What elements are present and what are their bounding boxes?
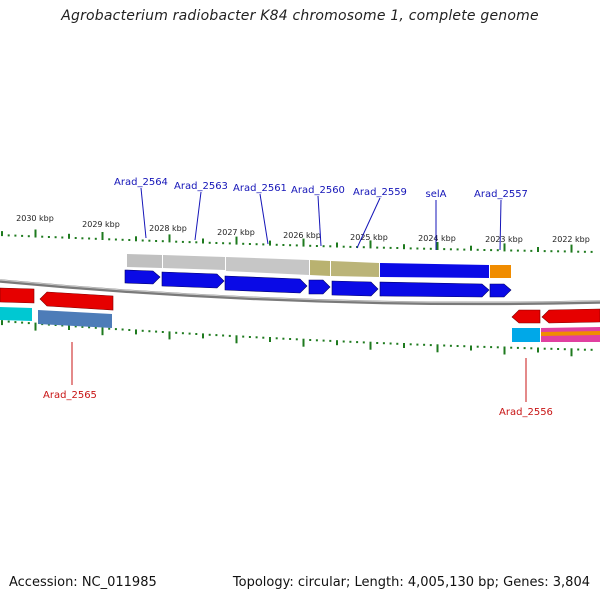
- scale-label-2029: 2029 kbp: [82, 220, 120, 229]
- gene-label-sela: selA: [426, 189, 447, 200]
- gene-arrow-arad-2556: [511, 309, 541, 324]
- gene-arrow-sela: [379, 281, 490, 298]
- gene-arrow-arad-2561: [224, 275, 308, 294]
- map-title: Agrobacterium radiobacter K84 chromosome…: [61, 8, 539, 24]
- cog-segment: [38, 310, 112, 328]
- gene-arrow-reverse: [0, 287, 35, 304]
- gene-arrow-arad-2557: [489, 283, 512, 298]
- cog-segment: [490, 265, 511, 278]
- cog-segment: [127, 254, 162, 268]
- cog-segment: [226, 257, 309, 275]
- lower-leader-lines: [71, 342, 527, 402]
- lower-right-genes: [511, 308, 600, 342]
- scale-label-2028: 2028 kbp: [149, 224, 187, 233]
- scale-labels: 2030 kbp 2029 kbp 2028 kbp 2027 kbp 2026…: [16, 214, 590, 244]
- genome-backbone: [0, 279, 600, 306]
- scale-label-2024: 2024 kbp: [418, 234, 456, 243]
- cog-segment: [512, 328, 540, 342]
- cog-segment: [163, 255, 225, 270]
- gene-arrow-arad-2560: [308, 279, 331, 295]
- gene-label-arad-2556: Arad_2556: [499, 407, 553, 418]
- accession-text: Accession: NC_011985: [9, 575, 157, 590]
- gene-label-arad-2559: Arad_2559: [353, 187, 407, 198]
- gene-arrow-arad-2564: [124, 269, 161, 285]
- scale-label-2023: 2023 kbp: [485, 235, 523, 244]
- lower-left-genes: [0, 287, 114, 328]
- lower-tick-row: [1, 320, 593, 357]
- genome-summary-text: Topology: circular; Length: 4,005,130 bp…: [232, 575, 590, 590]
- gene-label-arad-2564: Arad_2564: [114, 177, 168, 188]
- upper-tick-row: [1, 229, 593, 253]
- cog-segment: [310, 260, 330, 276]
- upper-leader-lines: [140, 187, 502, 251]
- upper-gene-arrows: [124, 269, 512, 298]
- upper-cog-bar: [127, 254, 511, 278]
- scale-label-2025: 2025 kbp: [350, 233, 388, 242]
- gene-label-arad-2557: Arad_2557: [474, 189, 528, 200]
- gene-label-arad-2565: Arad_2565: [43, 390, 97, 401]
- gene-arrow-arad-2565: [39, 291, 114, 311]
- upper-gene-labels: Arad_2564 Arad_2563 Arad_2561 Arad_2560 …: [114, 177, 528, 200]
- scale-label-2022: 2022 kbp: [552, 235, 590, 244]
- gene-label-arad-2563: Arad_2563: [174, 181, 228, 192]
- cog-segment: [380, 263, 489, 278]
- gene-label-arad-2560: Arad_2560: [291, 185, 345, 196]
- gene-arrow-reverse: [541, 308, 600, 324]
- cog-segment: [0, 307, 32, 321]
- gene-label-arad-2561: Arad_2561: [233, 183, 287, 194]
- lower-gene-labels: Arad_2565 Arad_2556: [43, 390, 553, 418]
- gene-arrow-arad-2559: [331, 280, 379, 297]
- gene-arrow-arad-2563: [161, 271, 225, 289]
- scale-label-2027: 2027 kbp: [217, 228, 255, 237]
- scale-label-2026: 2026 kbp: [283, 231, 321, 240]
- cog-segment: [331, 261, 379, 277]
- scale-label-2030: 2030 kbp: [16, 214, 54, 223]
